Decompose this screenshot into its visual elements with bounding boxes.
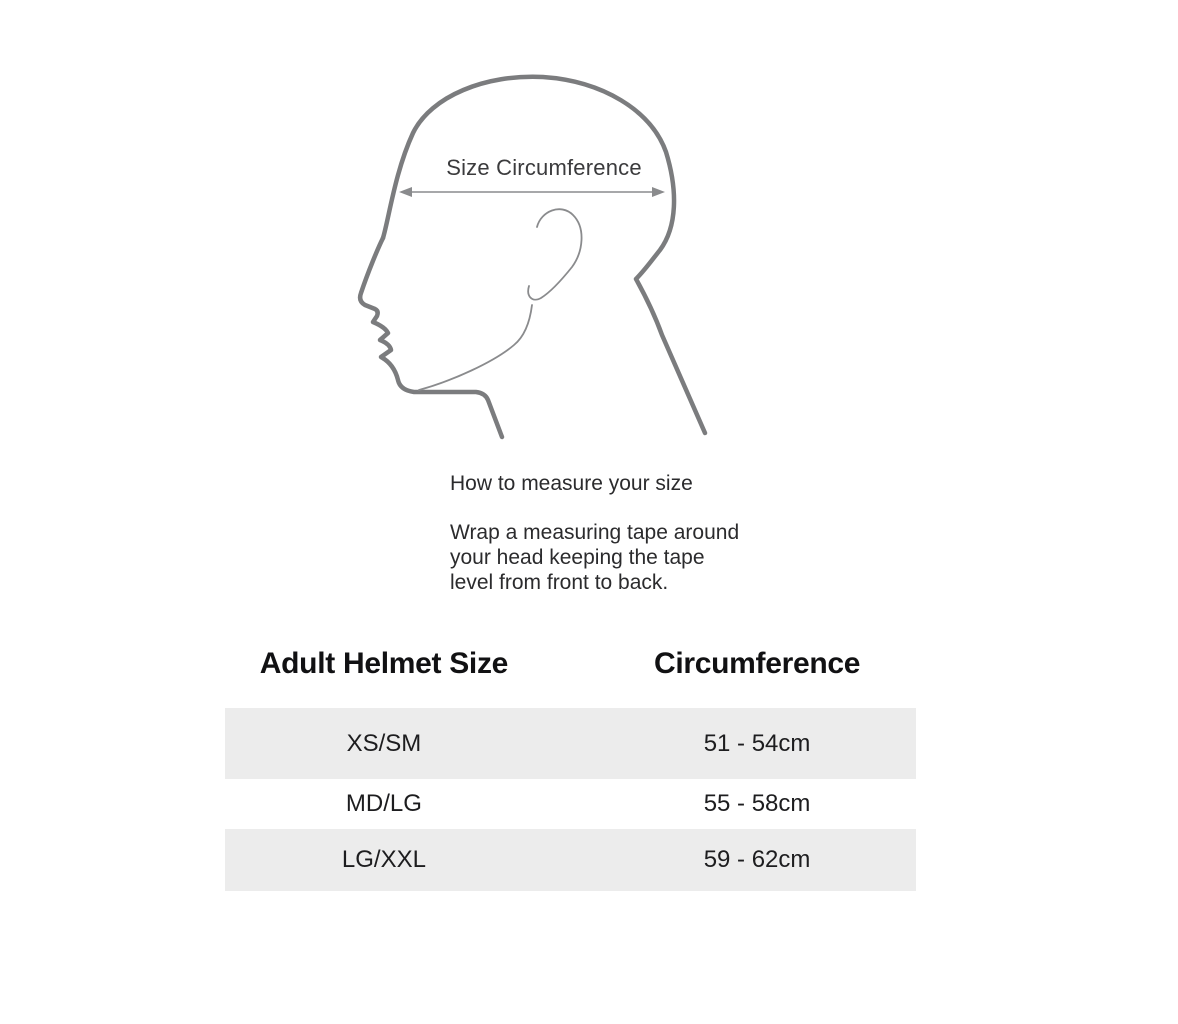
header-circumference: Circumference (653, 647, 861, 680)
cell-size: XS/SM (346, 729, 422, 757)
head-figure (340, 60, 720, 460)
head-outline-back (380, 74, 708, 436)
measurement-arrow-icon (399, 187, 665, 197)
table-row: LG/XXL 59 - 62cm (225, 829, 916, 891)
header-adult-helmet-size: Adult Helmet Size (259, 647, 509, 680)
jaw-line (418, 304, 533, 391)
size-table: Adult Helmet Size Circumference XS/SM 51… (225, 640, 916, 891)
measure-heading: How to measure your size (450, 472, 693, 495)
table-header-row: Adult Helmet Size Circumference (225, 640, 916, 688)
measure-instructions: How to measure your size Wrap a measurin… (450, 471, 770, 595)
cell-circumference: 55 - 58cm (703, 790, 811, 817)
cell-circumference: 51 - 54cm (703, 729, 811, 757)
cell-circumference: 59 - 62cm (703, 846, 811, 873)
instruction-line: your head keeping the tape (450, 546, 705, 569)
head-profile-drawing (357, 74, 708, 440)
cell-size: LG/XXL (341, 846, 426, 873)
table-row: XS/SM 51 - 54cm (225, 708, 916, 779)
ear-line (527, 208, 583, 301)
cell-size: MD/LG (345, 790, 422, 817)
head-outline-face (357, 235, 505, 440)
table-row: MD/LG 55 - 58cm (225, 779, 916, 829)
instruction-line: level from front to back. (450, 571, 669, 594)
size-circumference-label: Size Circumference (446, 155, 642, 180)
instruction-line: Wrap a measuring tape around (450, 521, 740, 544)
